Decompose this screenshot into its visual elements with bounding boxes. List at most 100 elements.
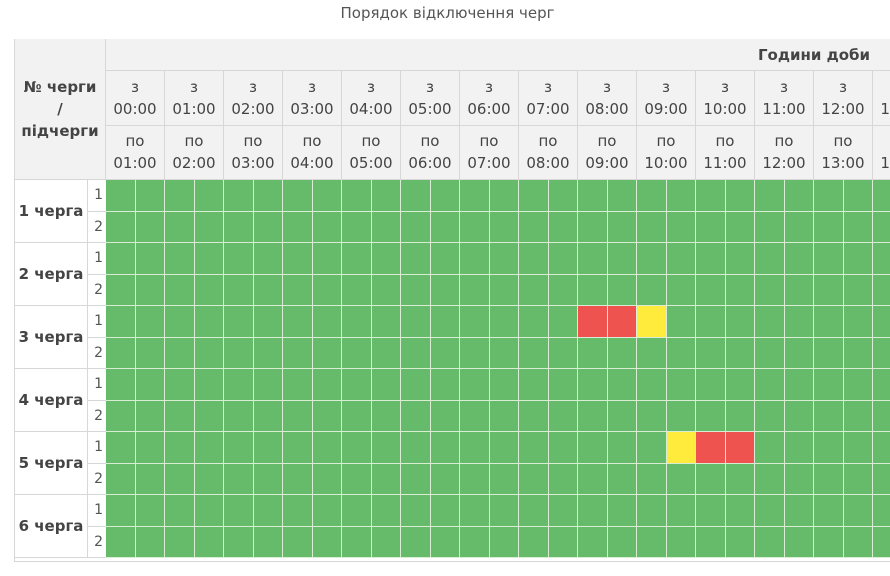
- from-prefix: з: [485, 78, 493, 96]
- hour-from-header: з 04:00: [342, 71, 401, 126]
- schedule-slot-on: [401, 180, 431, 212]
- schedule-slot-on: [224, 274, 254, 306]
- from-time: 04:00: [349, 100, 393, 118]
- schedule-slot-on: [283, 274, 313, 306]
- schedule-slot-on: [548, 211, 578, 243]
- schedule-slot-on: [165, 400, 195, 432]
- schedule-slot-on: [755, 274, 785, 306]
- schedule-slot-on: [637, 495, 667, 527]
- schedule-slot-on: [165, 526, 195, 558]
- schedule-slot-off: [725, 432, 755, 464]
- schedule-slot-on: [194, 526, 224, 558]
- schedule-slot-on: [371, 400, 401, 432]
- schedule-slot-off: [578, 306, 608, 338]
- schedule-slot-on: [607, 180, 637, 212]
- schedule-slot-on: [843, 369, 873, 401]
- schedule-slot-on: [489, 369, 519, 401]
- subqueue-label: 1: [87, 180, 106, 212]
- schedule-slot-on: [725, 369, 755, 401]
- schedule-slot-on: [607, 337, 637, 369]
- from-time: 13:00: [880, 100, 890, 118]
- schedule-slot-on: [755, 180, 785, 212]
- schedule-slot-on: [342, 306, 372, 338]
- schedule-slot-on: [253, 526, 283, 558]
- to-time: 02:00: [172, 154, 216, 172]
- queue-label: 6 черга: [15, 495, 87, 558]
- from-time: 03:00: [290, 100, 334, 118]
- hour-to-header: по 08:00: [519, 126, 578, 180]
- queue-label: 5 черга: [15, 432, 87, 495]
- schedule-slot-on: [489, 400, 519, 432]
- hour-from-header: з 08:00: [578, 71, 637, 126]
- schedule-slot-on: [165, 337, 195, 369]
- schedule-slot-on: [430, 495, 460, 527]
- from-prefix: з: [780, 78, 788, 96]
- schedule-slot-on: [253, 180, 283, 212]
- schedule-slot-on: [312, 432, 342, 464]
- hour-to-header: по 04:00: [283, 126, 342, 180]
- schedule-slot-on: [548, 180, 578, 212]
- schedule-slot-on: [312, 400, 342, 432]
- schedule-slot-on: [519, 243, 549, 275]
- queue-label: 4 черга: [15, 369, 87, 432]
- schedule-slot-on: [283, 495, 313, 527]
- from-prefix: з: [873, 76, 890, 98]
- schedule-slot-on: [165, 495, 195, 527]
- page-title: Порядок відключення черг: [340, 4, 555, 22]
- schedule-slot-on: [430, 400, 460, 432]
- schedule-slot-on: [873, 243, 890, 275]
- schedule-slot-on: [401, 432, 431, 464]
- schedule-slot-on: [755, 463, 785, 495]
- schedule-slot-on: [342, 369, 372, 401]
- schedule-slot-on: [784, 526, 814, 558]
- from-time: 05:00: [408, 100, 452, 118]
- schedule-slot-on: [283, 211, 313, 243]
- schedule-slot-on: [755, 337, 785, 369]
- schedule-slot-on: [814, 243, 844, 275]
- schedule-slot-on: [342, 432, 372, 464]
- schedule-slot-on: [194, 180, 224, 212]
- hours-of-day-label: Години доби: [758, 46, 870, 64]
- schedule-slot-on: [224, 400, 254, 432]
- schedule-slot-on: [814, 369, 844, 401]
- schedule-slot-on: [401, 463, 431, 495]
- schedule-slot-on: [135, 274, 165, 306]
- schedule-slot-on: [430, 432, 460, 464]
- schedule-table: № черги / підчерги Години доби з 00:00 по 0…: [14, 39, 890, 562]
- schedule-slot-on: [725, 180, 755, 212]
- schedule-slot-on: [342, 180, 372, 212]
- schedule-slot-on: [666, 526, 696, 558]
- schedule-slot-on: [755, 306, 785, 338]
- schedule-slot-on: [519, 400, 549, 432]
- schedule-slot-on: [843, 337, 873, 369]
- from-prefix: з: [839, 78, 847, 96]
- schedule-slot-on: [194, 400, 224, 432]
- schedule-slot-on: [607, 495, 637, 527]
- schedule-slot-on: [548, 369, 578, 401]
- schedule-slot-on: [312, 211, 342, 243]
- schedule-slot-on: [548, 306, 578, 338]
- schedule-slot-on: [312, 180, 342, 212]
- schedule-slot-on: [637, 432, 667, 464]
- schedule-slot-on: [637, 337, 667, 369]
- from-time: 02:00: [231, 100, 275, 118]
- schedule-slot-on: [194, 274, 224, 306]
- queue-header-line: /: [57, 100, 63, 118]
- schedule-slot-on: [430, 463, 460, 495]
- schedule-slot-on: [342, 337, 372, 369]
- schedule-slot-on: [253, 495, 283, 527]
- schedule-slot-on: [607, 432, 637, 464]
- schedule-slot-on: [666, 495, 696, 527]
- schedule-slot-on: [371, 306, 401, 338]
- schedule-slot-on: [784, 495, 814, 527]
- schedule-slot-on: [312, 495, 342, 527]
- schedule-slot-on: [873, 463, 890, 495]
- schedule-slot-on: [224, 495, 254, 527]
- schedule-slot-on: [430, 243, 460, 275]
- schedule-slot-on: [755, 526, 785, 558]
- schedule-slot-on: [519, 432, 549, 464]
- schedule-slot-on: [637, 463, 667, 495]
- schedule-slot-on: [666, 274, 696, 306]
- schedule-slot-on: [106, 243, 136, 275]
- schedule-slot-on: [578, 495, 608, 527]
